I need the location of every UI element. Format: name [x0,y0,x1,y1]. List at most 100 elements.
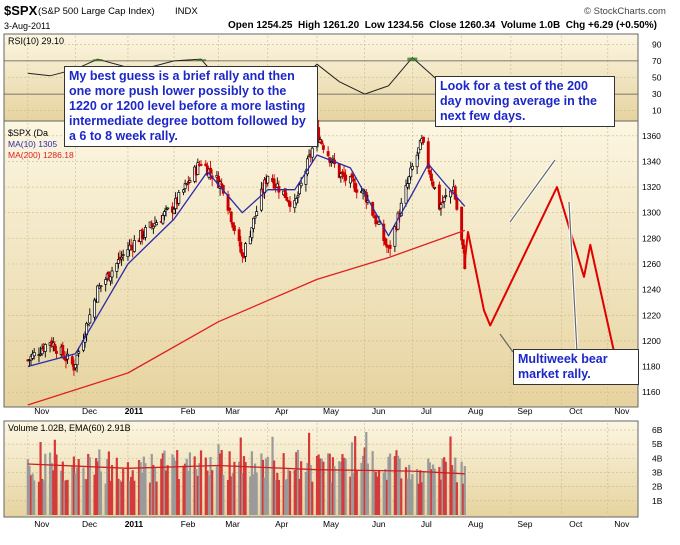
volume-bar [95,458,98,515]
y-tick-label: 5B [652,439,663,449]
volume-bar [449,436,452,515]
volume-bar [430,469,433,515]
volume-legend: Volume 1.02B, EMA(60) 2.91B [8,423,131,433]
price-candle [237,229,241,242]
price-candle [151,225,155,229]
volume-bar [66,479,69,515]
price-legend: $SPX (Da [8,128,49,138]
price-candle [352,178,356,182]
volume-bar [71,465,74,515]
y-tick-label: 1340 [642,156,661,166]
x-tick-label: Dec [82,406,98,416]
volume-bar [110,464,114,515]
volume-bar [288,471,292,515]
x-tick-label: Dec [82,519,98,529]
volume-bar [77,459,80,515]
volume-bar [377,470,381,515]
volume-bar [344,458,347,515]
price-candle [441,201,445,204]
y-tick-label: 1160 [642,387,661,397]
volume-bar [174,460,177,515]
volume-bar [284,480,287,515]
volume-bar [327,453,330,515]
price-candle [155,222,158,226]
price-candle [418,140,422,150]
price-candle [453,186,457,200]
y-tick-label: 6B [652,425,663,435]
price-candle [199,164,203,166]
volume-bar [172,457,176,515]
volume-bar [155,481,158,515]
volume-bar [355,469,358,515]
volume-bar [443,457,446,515]
volume-bar [29,475,33,515]
price-candle [255,211,259,216]
price-candle [431,181,435,187]
y-tick-label: 1240 [642,285,661,295]
price-candle [75,354,79,366]
ma200-legend: MA(200) 1286.18 [8,150,74,160]
price-candle [132,240,136,252]
price-candle [53,344,57,352]
volume-bar [282,453,285,515]
volume-bar [209,456,212,515]
volume-bar [83,478,87,515]
volume-bar [152,464,155,515]
volume-bar [104,483,107,515]
price-candle [70,356,74,365]
price-candle [229,211,233,223]
volume-bar [384,469,387,515]
volume-bar [184,463,187,515]
volume-bar [293,470,296,515]
volume-bar [266,456,269,515]
volume-bar [195,468,198,515]
volume-bar [400,478,403,515]
y-tick-label: 1320 [642,182,661,192]
volume-bar [48,452,52,515]
price-candle [128,244,131,251]
price-candle [294,198,298,204]
volume-bar [306,462,309,515]
volume-bar [122,469,125,515]
volume-bar [439,479,443,515]
volume-bar [441,458,444,515]
volume-bar [233,461,236,515]
volume-bar [128,480,131,515]
price-candle [404,185,408,204]
ma200-line [27,229,466,406]
price-candle [209,167,213,174]
price-candle [253,216,257,219]
price-candle [140,229,144,240]
volume-bar [31,473,34,515]
volume-bar [44,453,47,515]
price-candle [286,200,290,203]
volume-bar [150,453,153,515]
volume-bar [431,464,435,515]
volume-bar [226,480,230,515]
price-candle [285,196,289,201]
volume-bar [215,466,219,515]
price-candle [410,165,414,170]
price-candle [272,178,276,189]
x-tick-label: Jun [372,406,386,416]
volume-bar [452,469,455,515]
volume-bar [311,481,314,515]
price-candle [348,176,352,184]
volume-bar [411,474,414,515]
volume-bar [339,461,342,515]
price-candle [40,348,44,355]
volume-bar [88,457,91,515]
price-candle [329,161,333,164]
price-candle [109,276,112,282]
volume-bar [408,464,411,515]
y-tick-label: 1300 [642,208,661,218]
price-candle [426,141,430,169]
volume-bar [285,478,288,515]
volume-bar [406,478,409,515]
volume-bar [163,450,166,515]
x-tick-label: Mar [225,406,240,416]
volume-bar [139,462,142,515]
volume-bar [177,479,180,515]
price-candle [77,351,81,354]
